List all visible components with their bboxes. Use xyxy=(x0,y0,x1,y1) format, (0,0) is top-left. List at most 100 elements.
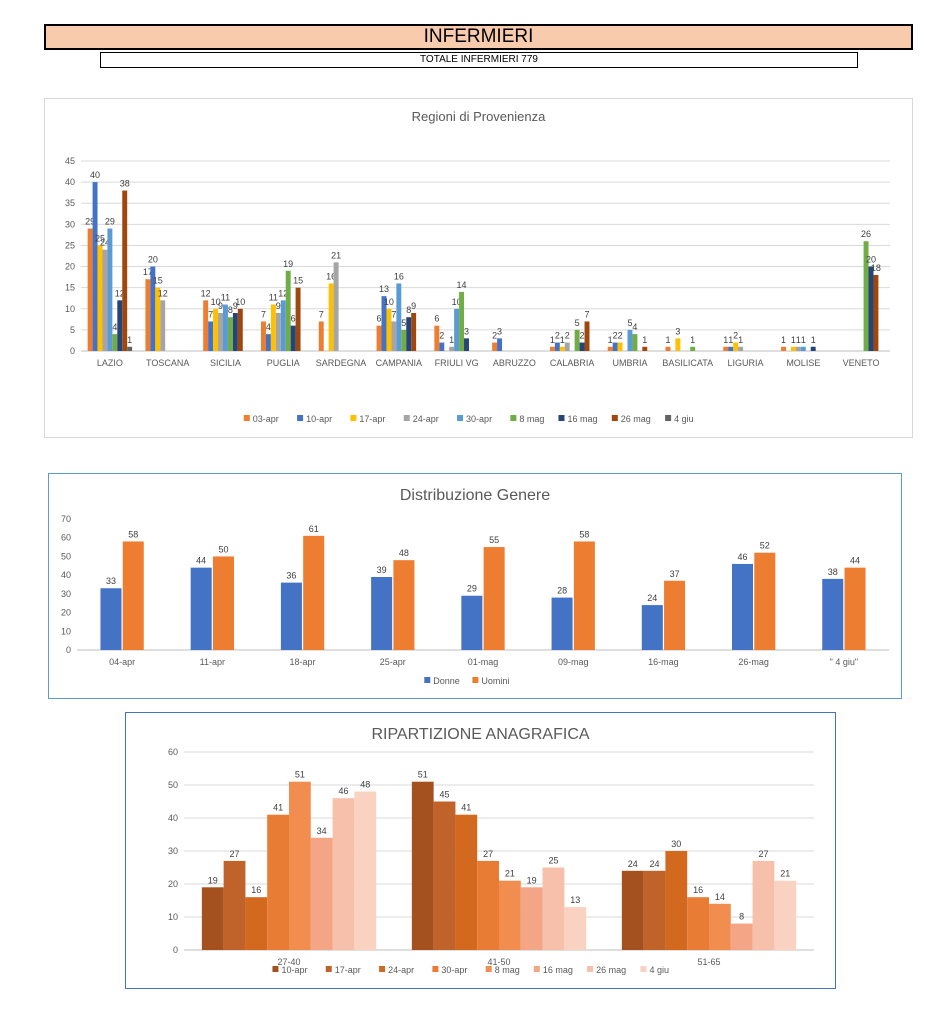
data-label: 12 xyxy=(201,288,211,298)
legend-item: 16 mag xyxy=(567,414,597,424)
y-tick-label: 30 xyxy=(168,846,178,856)
data-label: 7 xyxy=(585,309,590,319)
data-label: 13 xyxy=(379,284,389,294)
bar xyxy=(774,880,797,950)
bar xyxy=(203,300,209,351)
data-label: 25 xyxy=(548,856,558,866)
bar xyxy=(393,560,415,650)
legend-swatch xyxy=(587,966,594,972)
legend-swatch xyxy=(533,966,540,972)
bar xyxy=(290,325,296,351)
x-tick-label: 04-apr xyxy=(109,657,135,667)
data-label: 45 xyxy=(440,790,450,800)
bar xyxy=(245,897,268,950)
data-label: 29 xyxy=(85,217,95,227)
data-label: 7 xyxy=(319,309,324,319)
bar xyxy=(406,317,412,351)
data-label: 8 xyxy=(739,912,744,922)
y-tick-label: 40 xyxy=(168,813,178,823)
bar xyxy=(439,342,445,351)
data-label: 8 xyxy=(228,305,233,315)
x-tick-label: 18-apr xyxy=(290,657,316,667)
data-label: 48 xyxy=(360,780,370,790)
bar xyxy=(112,334,118,351)
bar xyxy=(728,346,734,351)
data-label: 18 xyxy=(871,263,881,273)
data-label: 30 xyxy=(671,839,681,849)
data-label: 2 xyxy=(492,331,497,341)
x-tick-label: SICILIA xyxy=(210,358,241,368)
legend-swatch xyxy=(432,966,439,972)
data-label: 12 xyxy=(115,288,125,298)
bar xyxy=(270,304,276,351)
bar xyxy=(449,346,455,351)
bar xyxy=(549,346,555,351)
bar xyxy=(607,346,613,351)
legend-item: 03-apr xyxy=(253,414,279,424)
data-label: 1 xyxy=(738,335,743,345)
bar xyxy=(632,334,638,351)
data-label: 19 xyxy=(527,875,537,885)
bar xyxy=(790,346,796,351)
bar xyxy=(102,249,108,351)
y-tick-label: 10 xyxy=(168,912,178,922)
data-label: 1 xyxy=(781,335,786,345)
bar xyxy=(675,338,681,351)
chart-anagrafica-svg: RIPARTIZIONE ANAGRAFICA 0 10 20 30 40 50 60 19 27… xyxy=(168,726,814,975)
data-label: 41 xyxy=(461,803,471,813)
bar xyxy=(411,313,417,351)
x-tick-label: LAZIO xyxy=(97,358,123,368)
x-tick-label: LIGURIA xyxy=(728,358,764,368)
bar xyxy=(265,334,271,351)
data-label: 1 xyxy=(723,335,728,345)
data-label: 17 xyxy=(143,267,153,277)
data-label: 2 xyxy=(613,331,618,341)
data-label: 27 xyxy=(483,849,493,859)
bar xyxy=(122,541,144,650)
data-label: 1 xyxy=(811,335,816,345)
data-label: 26 xyxy=(861,229,871,239)
bar xyxy=(730,923,753,950)
data-label: 25 xyxy=(95,233,105,243)
legend-swatch xyxy=(665,415,672,421)
y-tick-label: 20 xyxy=(168,879,178,889)
data-label: 7 xyxy=(208,309,213,319)
legend-item: 17-apr xyxy=(335,965,361,975)
x-tick-label: CAMPANIA xyxy=(376,358,422,368)
data-label: 51 xyxy=(295,770,305,780)
x-tick-label: 25-apr xyxy=(380,657,406,667)
bar xyxy=(411,781,434,950)
bar xyxy=(454,308,460,351)
bar xyxy=(434,325,440,351)
bar xyxy=(627,329,633,351)
bar xyxy=(218,313,223,351)
bar xyxy=(754,552,776,650)
bar xyxy=(579,342,585,351)
bar xyxy=(477,860,499,950)
y-tick-label: 50 xyxy=(61,551,71,561)
x-tick-label: 51-65 xyxy=(697,957,720,967)
data-label: 19 xyxy=(208,875,218,885)
x-tick-label: TOSCANA xyxy=(146,358,189,368)
bar xyxy=(564,907,587,950)
page-title: INFERMIERI xyxy=(44,24,913,50)
data-label: 39 xyxy=(377,565,387,575)
y-tick-label: 10 xyxy=(61,626,71,636)
bar xyxy=(641,605,663,650)
y-tick-label: 40 xyxy=(65,177,75,187)
chart-title: RIPARTIZIONE ANAGRAFICA xyxy=(371,726,589,743)
legend-swatch xyxy=(325,966,332,972)
data-label: 21 xyxy=(331,250,341,260)
bar xyxy=(665,346,671,351)
data-label: 51 xyxy=(418,770,428,780)
bar xyxy=(499,880,521,950)
bar xyxy=(873,275,879,351)
data-label: 48 xyxy=(399,548,409,558)
bar xyxy=(386,308,392,351)
bar xyxy=(145,279,151,351)
y-tick-label: 60 xyxy=(61,533,71,543)
data-label: 44 xyxy=(850,556,860,566)
legend-swatch xyxy=(379,966,386,972)
bar xyxy=(844,567,866,650)
bar xyxy=(643,870,666,950)
